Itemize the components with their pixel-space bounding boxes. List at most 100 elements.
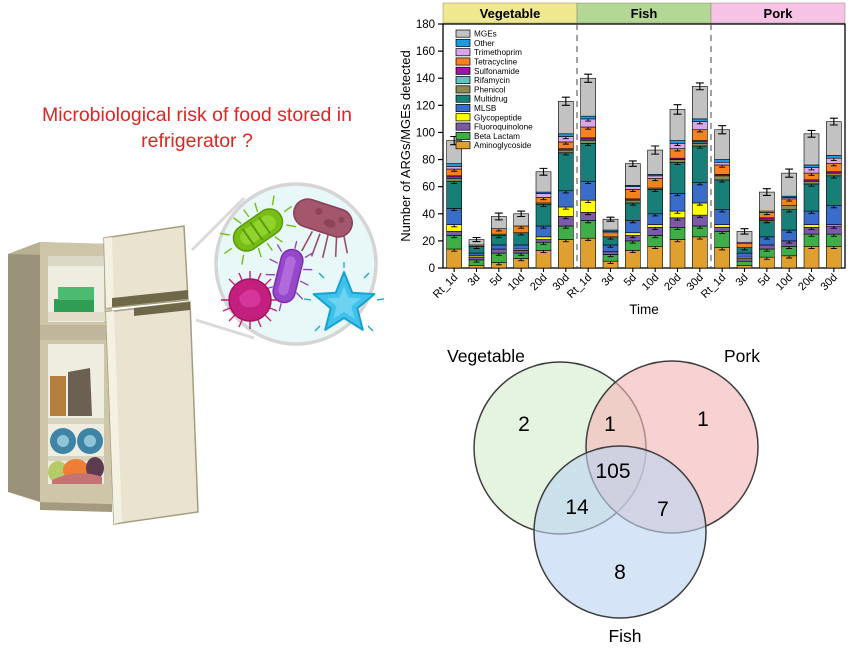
- bar-segment-multidrug: [803, 183, 820, 212]
- bar-segment-other: [692, 118, 708, 122]
- refrigerator-illustration: [8, 225, 199, 525]
- legend-label: Glycopeptide: [474, 113, 522, 122]
- legend-swatch-fluoroquinolone: [455, 122, 471, 131]
- bar-segment-aminoglycoside: [446, 248, 462, 269]
- total-error-bar: [785, 168, 794, 178]
- venn-count-vegetable_pork: 1: [604, 413, 616, 436]
- meat: [52, 473, 102, 484]
- legend-label: Fluoroquinolone: [474, 123, 533, 132]
- magenta-coccus-bacterium: [221, 271, 279, 329]
- venn-count-pork_only: 1: [697, 408, 709, 431]
- bar-segment-phenicol: [580, 140, 596, 144]
- bar-segment-phenicol: [803, 180, 820, 185]
- bar-segment-phenicol: [714, 175, 730, 181]
- x-tick-label: 20d: [528, 272, 549, 293]
- total-error-bar: [472, 236, 481, 243]
- bar-segment-phenicol: [781, 205, 797, 211]
- bar-segment-other: [558, 133, 574, 137]
- bar-segment-glycopeptide: [803, 224, 820, 228]
- bar-segment-glycopeptide: [647, 224, 663, 228]
- bar-segment-trimethoprim: [714, 161, 730, 166]
- venn-diagram: Vegetable Pork Fish 2 1 1 105 14 7 8: [447, 346, 760, 646]
- bar-segment-mlsb: [692, 182, 708, 204]
- venn-set-label-fish: Fish: [608, 626, 641, 646]
- legend-swatch-trimethoprim: [455, 48, 471, 57]
- total-error-bar: [517, 210, 526, 218]
- bar-segment-mges: [826, 121, 842, 156]
- total-error-bar: [807, 129, 816, 138]
- stacked-bar-chart: Vegetable Fish Pork 0 20 40 60 80 100 120 140 160 18…: [398, 2, 846, 317]
- total-error-bar: [673, 104, 682, 115]
- legend-swatch-tetracycline: [455, 57, 471, 66]
- y-tick-label: 120: [416, 100, 435, 112]
- frozen-food: [54, 299, 94, 312]
- bar-segment-tetracycline: [736, 243, 753, 248]
- bar-segment-multidrug: [446, 180, 462, 209]
- bar-segment-multidrug: [826, 175, 842, 206]
- y-tick-label: 20: [422, 236, 435, 248]
- legend-label: Rifamycin: [474, 76, 510, 85]
- legend-label: Phenicol: [474, 85, 506, 94]
- total-error-bar: [539, 167, 548, 176]
- bar-segment-aminoglycoside: [669, 239, 686, 269]
- legend-swatch-rifamycin: [455, 76, 471, 85]
- venn-count-pork_fish: 7: [657, 498, 669, 521]
- legend-swatch-phenicol: [455, 85, 471, 94]
- legend-label: Aminoglycoside: [474, 141, 532, 150]
- bar-segment-mlsb: [580, 180, 596, 201]
- y-tick-label: 180: [416, 19, 435, 31]
- bar-segment-other: [714, 159, 730, 163]
- legend-swatch-mlsb: [455, 104, 471, 112]
- bar-segment-multidrug: [647, 189, 663, 215]
- legend-swatch-aminoglycoside: [455, 141, 471, 150]
- food-carton: [50, 376, 66, 416]
- venn-count-fish_only: 8: [614, 561, 626, 584]
- legend-swatch-beta-lactam: [455, 131, 471, 140]
- x-tick-label: 30d: [818, 272, 839, 293]
- bar-segment-phenicol: [669, 159, 686, 163]
- bar-segment-trimethoprim: [446, 166, 462, 170]
- legend-swatch-other: [455, 38, 471, 47]
- bar-segment-other: [580, 115, 596, 120]
- bar-segment-mges: [803, 133, 820, 166]
- bar-segment-aminoglycoside: [580, 237, 596, 269]
- total-error-bar: [606, 216, 615, 222]
- total-error-bar: [584, 73, 593, 83]
- y-tick-label: 100: [416, 127, 435, 139]
- bar-segment-other: [826, 155, 842, 159]
- total-error-bar: [740, 228, 749, 235]
- bar-segment-fluoroquinolone: [491, 248, 507, 254]
- total-error-bar: [628, 160, 637, 167]
- bar-segment-glycopeptide: [625, 232, 641, 236]
- bar-segment-fluoroquinolone: [736, 258, 753, 262]
- bar-segment-glycopeptide: [535, 236, 552, 240]
- bar-segment-multidrug: [669, 161, 686, 194]
- total-error-bar: [494, 212, 503, 221]
- legend-swatch-multidrug: [455, 94, 471, 103]
- bar-segment-mlsb: [736, 252, 753, 258]
- green-rod-bacterium: [219, 195, 297, 265]
- x-tick-label: 3d: [733, 272, 750, 289]
- x-tick-label: Rt_1d: [565, 272, 594, 301]
- venn-circle-fish: [533, 445, 707, 619]
- legend-label: Multidrug: [474, 95, 508, 104]
- bar-segment-tetracycline: [602, 232, 619, 238]
- y-tick-label: 80: [422, 155, 435, 167]
- bar-segment-mges: [558, 100, 574, 135]
- bar-segment-aminoglycoside: [558, 239, 574, 269]
- y-tick-label: 140: [416, 73, 435, 85]
- venn-count-vegetable_pork_fish: 105: [595, 460, 630, 483]
- bar-segment-glycopeptide: [714, 224, 730, 228]
- legend-label: Sulfonamide: [474, 67, 520, 76]
- bar-segment-fluoroquinolone: [714, 227, 730, 232]
- bar-segment-aminoglycoside: [736, 264, 753, 269]
- bar-segment-other: [446, 163, 462, 167]
- panel-header-label: Fish: [631, 6, 658, 21]
- total-error-bar: [695, 82, 704, 91]
- y-tick-label: 60: [422, 182, 435, 194]
- bar-segment-multidrug: [781, 209, 797, 231]
- bar-segment-fluoroquinolone: [468, 256, 485, 261]
- food-bag: [68, 368, 92, 416]
- x-tick-label: 20d: [796, 272, 817, 293]
